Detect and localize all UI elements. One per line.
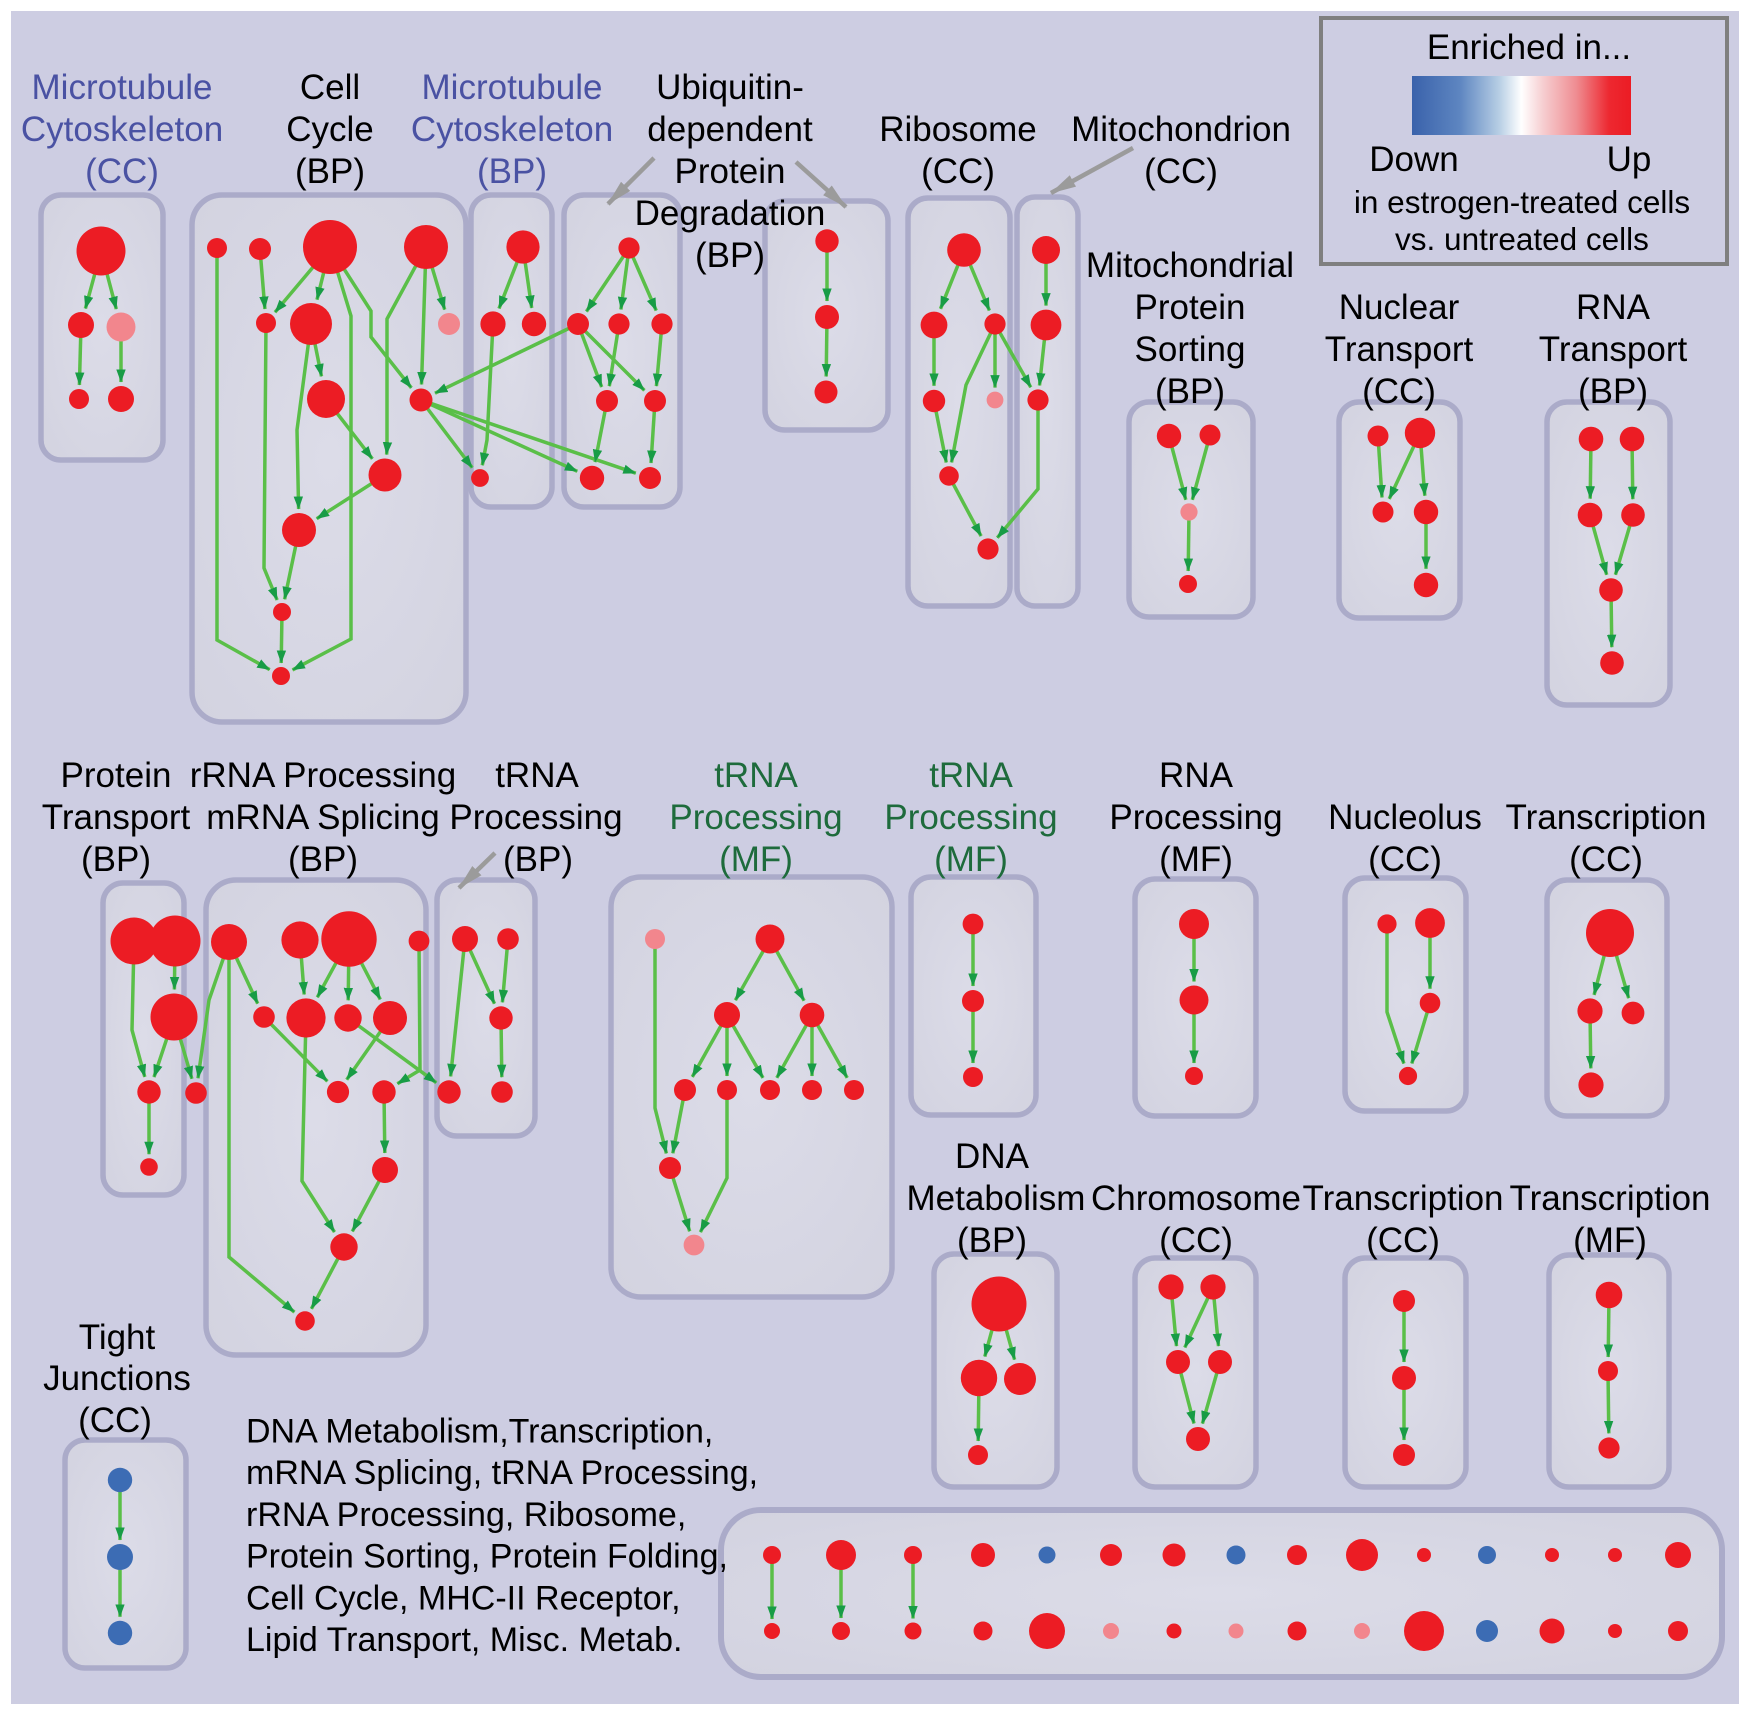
- svg-text:Down: Down: [1369, 140, 1458, 179]
- svg-text:Microtubule: Microtubule: [32, 68, 213, 107]
- svg-text:(CC): (CC): [1159, 1221, 1233, 1260]
- svg-text:Metabolism: Metabolism: [907, 1179, 1086, 1218]
- svg-text:(BP): (BP): [295, 152, 365, 191]
- svg-text:Processing: Processing: [669, 798, 842, 837]
- svg-text:(CC): (CC): [1569, 840, 1643, 879]
- svg-text:(BP): (BP): [1578, 372, 1648, 411]
- svg-text:(CC): (CC): [921, 152, 995, 191]
- svg-text:Cycle: Cycle: [286, 110, 374, 149]
- svg-text:Protein: Protein: [61, 756, 172, 795]
- svg-text:(MF): (MF): [934, 840, 1008, 879]
- svg-text:Cell Cycle, MHC-II Receptor,: Cell Cycle, MHC-II Receptor,: [246, 1579, 681, 1617]
- svg-text:(CC): (CC): [1368, 840, 1442, 879]
- svg-text:Protein: Protein: [1135, 288, 1246, 327]
- svg-text:(BP): (BP): [81, 840, 151, 879]
- svg-text:tRNA: tRNA: [929, 756, 1013, 795]
- svg-text:(BP): (BP): [957, 1221, 1027, 1260]
- svg-text:Processing: Processing: [449, 798, 622, 837]
- svg-text:Nuclear: Nuclear: [1339, 288, 1460, 327]
- svg-text:RNA: RNA: [1576, 288, 1651, 327]
- svg-text:(CC): (CC): [1362, 372, 1436, 411]
- svg-text:Mitochondrion: Mitochondrion: [1071, 110, 1291, 149]
- svg-text:Mitochondrial: Mitochondrial: [1086, 246, 1294, 285]
- svg-text:(CC): (CC): [1144, 152, 1218, 191]
- svg-text:tRNA: tRNA: [714, 756, 798, 795]
- svg-text:(BP): (BP): [288, 840, 358, 879]
- svg-text:Transcription: Transcription: [1303, 1179, 1504, 1218]
- svg-text:rRNA Processing: rRNA Processing: [190, 756, 456, 795]
- svg-text:(MF): (MF): [1573, 1221, 1647, 1260]
- svg-text:DNA Metabolism,Transcription,: DNA Metabolism,Transcription,: [246, 1413, 713, 1451]
- svg-text:Transcription: Transcription: [1506, 798, 1707, 837]
- svg-text:Nucleolus: Nucleolus: [1328, 798, 1482, 837]
- svg-text:(BP): (BP): [477, 152, 547, 191]
- svg-text:(MF): (MF): [1159, 840, 1233, 879]
- svg-text:Degradation: Degradation: [635, 194, 826, 233]
- svg-text:(CC): (CC): [1366, 1221, 1440, 1260]
- svg-text:RNA: RNA: [1159, 756, 1234, 795]
- svg-text:(MF): (MF): [719, 840, 793, 879]
- svg-text:Transcription: Transcription: [1510, 1179, 1711, 1218]
- svg-text:DNA: DNA: [955, 1137, 1030, 1176]
- svg-text:Ribosome: Ribosome: [879, 110, 1037, 149]
- svg-text:vs. untreated cells: vs. untreated cells: [1395, 221, 1649, 257]
- svg-text:Transport: Transport: [1539, 330, 1688, 369]
- svg-text:Tight: Tight: [79, 1318, 156, 1357]
- svg-text:(BP): (BP): [1155, 372, 1225, 411]
- svg-text:Cell: Cell: [300, 68, 360, 107]
- svg-text:Processing: Processing: [1109, 798, 1282, 837]
- svg-text:Sorting: Sorting: [1135, 330, 1246, 369]
- svg-text:Junctions: Junctions: [43, 1359, 191, 1398]
- svg-text:Protein: Protein: [675, 152, 786, 191]
- svg-text:mRNA Splicing, tRNA Processing: mRNA Splicing, tRNA Processing,: [246, 1454, 758, 1492]
- svg-text:Lipid Transport, Misc. Metab.: Lipid Transport, Misc. Metab.: [246, 1621, 683, 1659]
- svg-text:Transport: Transport: [42, 798, 191, 837]
- svg-text:in estrogen-treated cells: in estrogen-treated cells: [1354, 184, 1690, 220]
- svg-text:Transport: Transport: [1325, 330, 1474, 369]
- svg-text:Up: Up: [1607, 140, 1652, 179]
- svg-text:(BP): (BP): [695, 236, 765, 275]
- svg-text:Protein Sorting, Protein Foldi: Protein Sorting, Protein Folding,: [246, 1538, 728, 1576]
- svg-text:(CC): (CC): [85, 152, 159, 191]
- svg-text:dependent: dependent: [647, 110, 813, 149]
- svg-text:Microtubule: Microtubule: [422, 68, 603, 107]
- svg-text:Cytoskeleton: Cytoskeleton: [21, 110, 223, 149]
- svg-text:Processing: Processing: [884, 798, 1057, 837]
- svg-text:(BP): (BP): [503, 840, 573, 879]
- svg-text:Ubiquitin-: Ubiquitin-: [656, 68, 804, 107]
- svg-text:Cytoskeleton: Cytoskeleton: [411, 110, 613, 149]
- svg-text:(CC): (CC): [78, 1401, 152, 1440]
- svg-text:Chromosome: Chromosome: [1091, 1179, 1301, 1218]
- svg-text:rRNA Processing, Ribosome,: rRNA Processing, Ribosome,: [246, 1496, 686, 1534]
- svg-text:mRNA Splicing: mRNA Splicing: [206, 798, 439, 837]
- svg-text:Enriched in...: Enriched in...: [1427, 28, 1631, 67]
- svg-text:tRNA: tRNA: [495, 756, 579, 795]
